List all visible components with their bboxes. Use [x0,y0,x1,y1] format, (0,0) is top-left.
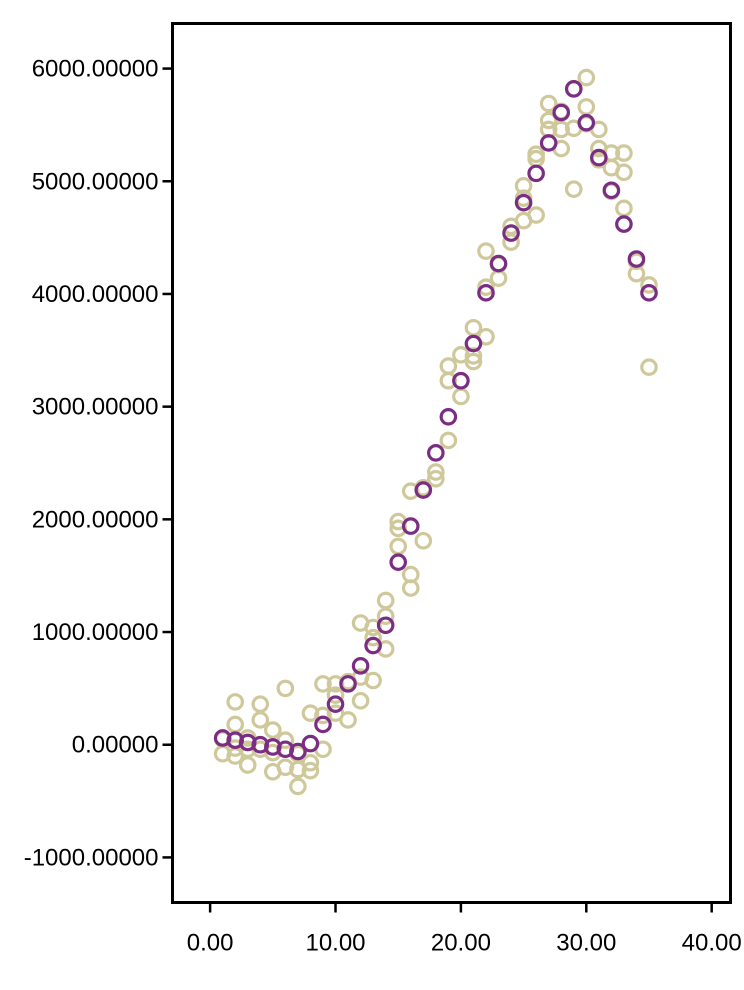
observed-point [439,431,458,450]
fitted-point [564,80,583,98]
observed-point [427,463,445,481]
fitted-point [427,444,445,462]
x-tick-label: 20.00 [431,930,491,957]
observed-point [339,711,357,729]
observed-point [226,693,244,711]
observed-point [640,276,658,294]
y-tick-label: 0.00000 [72,732,159,759]
observed-point [464,352,483,371]
observed-point [439,371,458,390]
fitted-point [464,334,483,353]
data-points [213,68,658,796]
observed-point [289,777,307,796]
observed-point [314,675,332,693]
observed-point [477,242,495,260]
fitted-point [640,284,658,302]
observed-point [401,579,420,597]
fitted-point [514,193,533,212]
observed-point [539,94,558,113]
observed-point [376,607,395,626]
fitted-point [502,224,520,242]
y-tick-label: 4000.00000 [32,281,159,308]
fitted-point [539,134,558,152]
x-tick-label: 30.00 [556,930,616,957]
fitted-point [439,407,458,426]
fitted-point [414,481,433,499]
fitted-point [389,553,408,571]
x-tick-label: 0.00 [187,930,234,957]
fitted-point [401,517,420,535]
fitted-point [339,675,357,693]
x-axis: 0.00 10.00 20.00 30.00 40.00 [187,902,742,957]
y-tick-label: 5000.00000 [32,168,159,195]
fitted-point [627,250,646,268]
fitted-point [552,103,571,122]
fitted-point [615,215,633,233]
fitted-point [452,371,470,390]
fitted-point [326,695,345,713]
observed-point [514,176,533,195]
x-tick-label: 40.00 [682,930,742,957]
observed-point [427,469,445,488]
fitted-point [489,254,508,273]
fitted-point [314,715,332,734]
observed-point [564,180,583,198]
fitted-point [289,742,307,761]
observed-point [326,686,345,704]
observed-point [577,68,596,87]
observed-point [502,233,520,251]
observed-point [414,531,433,550]
observed-point [301,753,320,772]
fitted-point [602,181,621,200]
plot-area [171,22,732,904]
observed-point [552,120,571,139]
observed-point [364,628,382,647]
observed-point [477,278,495,296]
x-tick-label: 10.00 [305,930,365,957]
fitted-point [364,636,382,655]
y-tick-label: 2000.00000 [32,506,159,533]
fitted-point [301,734,320,753]
observed-point [276,679,295,698]
observed-point [527,206,545,224]
observed-point [640,358,658,377]
observed-point [539,111,558,130]
fitted-point [351,657,370,675]
fitted-point [590,148,608,167]
observed-point [464,347,483,365]
observed-point [301,761,320,780]
fitted-point [577,113,596,132]
y-axis: -1000.00000 0.00000 1000.00000 2000.00000 30… [24,56,173,871]
observed-point [615,144,633,162]
observed-point [351,691,370,710]
observed-point [615,163,633,182]
fitted-point [477,284,495,302]
y-tick-label: 3000.00000 [32,394,159,421]
y-tick-label: 1000.00000 [32,619,159,646]
y-tick-label: 6000.00000 [32,56,159,83]
fitted-point [376,616,395,635]
observed-point [264,721,282,739]
observed-point [364,671,382,690]
observed-point [251,711,270,729]
y-tick-label: -1000.00000 [24,844,159,871]
fitted-point [527,164,545,183]
